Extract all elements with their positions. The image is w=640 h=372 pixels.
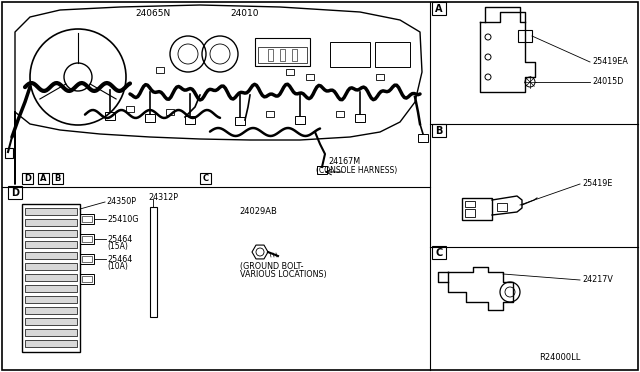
Bar — [25, 263, 77, 270]
Bar — [82, 216, 92, 222]
Text: (GROUND BOLT-: (GROUND BOLT- — [240, 263, 303, 272]
Bar — [375, 42, 410, 67]
Bar — [25, 208, 77, 215]
Bar — [25, 296, 77, 303]
Bar — [462, 198, 492, 220]
Text: (15A): (15A) — [107, 241, 128, 250]
Bar — [465, 201, 475, 207]
Text: (CONSOLE HARNESS): (CONSOLE HARNESS) — [316, 166, 397, 174]
Text: 25464: 25464 — [107, 234, 132, 244]
Bar — [5, 148, 13, 158]
Bar — [235, 117, 245, 125]
Bar — [82, 236, 92, 242]
Text: 24010: 24010 — [230, 10, 259, 19]
Bar — [80, 274, 94, 284]
Bar — [8, 186, 22, 199]
Text: (10A): (10A) — [107, 262, 128, 270]
Bar — [266, 111, 274, 117]
Text: C: C — [202, 174, 209, 183]
Text: 24167M: 24167M — [328, 157, 360, 167]
Bar — [156, 67, 164, 73]
Bar — [200, 173, 211, 184]
Text: A: A — [435, 4, 443, 14]
Text: D: D — [11, 188, 19, 198]
Bar — [185, 116, 195, 124]
Bar — [25, 307, 77, 314]
Bar — [295, 116, 305, 124]
Bar — [126, 106, 134, 112]
Bar — [25, 274, 77, 281]
Text: 24015D: 24015D — [592, 77, 623, 87]
Text: 24065N: 24065N — [135, 10, 170, 19]
Bar — [465, 209, 475, 217]
Bar — [432, 2, 446, 15]
Bar — [432, 124, 446, 137]
Bar — [258, 47, 307, 63]
Bar — [518, 30, 532, 42]
Bar — [376, 74, 384, 80]
Bar — [52, 173, 63, 184]
Bar — [286, 69, 294, 75]
Bar — [38, 173, 49, 184]
Bar — [25, 219, 77, 226]
Bar — [292, 49, 297, 61]
Bar — [80, 234, 94, 244]
Bar — [105, 112, 115, 120]
Text: 24217V: 24217V — [582, 276, 613, 285]
Bar — [145, 114, 155, 122]
Bar — [255, 38, 310, 66]
Bar — [150, 207, 157, 317]
Bar — [280, 49, 285, 61]
Bar — [355, 114, 365, 122]
Text: D: D — [24, 174, 31, 183]
Text: 25464: 25464 — [107, 254, 132, 263]
Text: 24029AB: 24029AB — [239, 208, 277, 217]
Text: 24350P: 24350P — [106, 198, 136, 206]
Bar — [432, 246, 446, 259]
Text: A: A — [40, 174, 47, 183]
Bar — [317, 166, 327, 174]
Text: VARIOUS LOCATIONS): VARIOUS LOCATIONS) — [240, 270, 327, 279]
Bar — [82, 256, 92, 262]
Bar — [336, 111, 344, 117]
Text: R24000LL: R24000LL — [539, 353, 580, 362]
Bar — [25, 252, 77, 259]
Bar — [25, 241, 77, 248]
Bar — [418, 134, 428, 142]
Text: 25419EA: 25419EA — [592, 58, 628, 67]
Text: 24312P: 24312P — [148, 192, 178, 202]
Text: 25410G: 25410G — [107, 215, 138, 224]
Bar — [25, 230, 77, 237]
Bar — [268, 49, 273, 61]
Bar — [25, 329, 77, 336]
Bar — [25, 285, 77, 292]
Bar — [306, 74, 314, 80]
Text: B: B — [435, 126, 443, 136]
Bar — [80, 254, 94, 264]
Bar — [80, 214, 94, 224]
Bar — [497, 203, 507, 211]
Bar — [82, 276, 92, 282]
Text: C: C — [435, 248, 443, 258]
Bar — [25, 318, 77, 325]
Bar — [330, 42, 370, 67]
Bar — [166, 109, 174, 115]
Text: B: B — [54, 174, 61, 183]
Bar — [25, 340, 77, 347]
Bar — [22, 204, 80, 352]
Bar — [22, 173, 33, 184]
Text: 25419E: 25419E — [582, 180, 612, 189]
